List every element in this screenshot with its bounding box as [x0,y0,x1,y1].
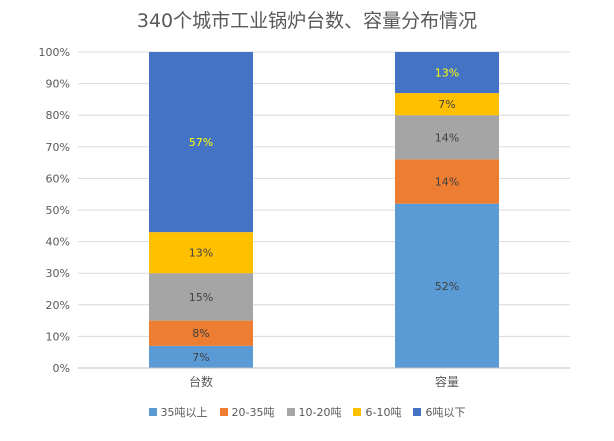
legend-item: 6-10吨 [353,404,401,420]
legend-label: 6吨以下 [425,406,466,419]
legend-swatch [219,408,228,416]
bar-segment-6吨以下 [149,52,253,233]
legend-swatch [148,408,157,416]
bar-segment-6-10吨 [395,93,499,116]
y-tick-label: 0% [53,362,70,375]
bar-segment-6吨以下 [395,52,499,94]
bar-segment-35吨以上 [395,203,499,368]
legend-swatch [413,408,422,416]
data-label: 13% [435,67,459,80]
legend-item: 6吨以下 [413,404,465,420]
y-tick-label: 10% [46,330,70,343]
legend-swatch [353,408,362,416]
legend-swatch [286,408,295,416]
bar-segment-6-10吨 [149,232,253,274]
bar-segment-20-35吨 [395,159,499,204]
legend-item: 20-35吨 [219,404,275,420]
data-label: 57% [189,136,213,149]
legend-item: 35吨以上 [148,404,208,420]
data-label: 14% [435,176,459,189]
bar-segment-35吨以上 [149,345,253,368]
y-tick-label: 70% [46,141,70,154]
bar-segment-10-20吨 [149,273,253,321]
bar-segment-10-20吨 [395,115,499,160]
legend-item: 10-20吨 [286,404,342,420]
data-label: 13% [189,247,213,260]
data-label: 52% [435,280,459,293]
x-tick-label: 台数 [189,374,213,389]
y-tick-label: 80% [46,109,70,122]
y-tick-label: 60% [46,172,70,185]
y-tick-label: 100% [39,46,70,59]
data-label: 15% [189,291,213,304]
y-tick-label: 90% [46,78,70,91]
bar-segment-20-35吨 [149,320,253,346]
y-tick-label: 40% [46,236,70,249]
y-tick-label: 20% [46,299,70,312]
data-label: 14% [435,131,459,144]
y-tick-label: 50% [46,204,70,217]
x-tick-label: 容量 [435,374,459,389]
data-label: 7% [438,98,455,111]
plot-area: 0% 10% 20% 30% 40% 50% 60% 70% 80% 90% 100% 7% 8% 15%… [39,46,570,389]
data-label: 7% [192,351,209,364]
legend-label: 20-35吨 [231,406,275,419]
chart-title: 340个城市工业锅炉台数、容量分布情况 [136,10,478,32]
legend-label: 35吨以上 [160,406,208,419]
legend-label: 6-10吨 [365,406,402,419]
legend-label: 10-20吨 [298,406,342,419]
legend: 35吨以上 20-35吨 10-20吨 6-10吨 6吨以下 [0,404,614,420]
y-tick-label: 30% [46,267,70,280]
data-label: 8% [192,327,209,340]
